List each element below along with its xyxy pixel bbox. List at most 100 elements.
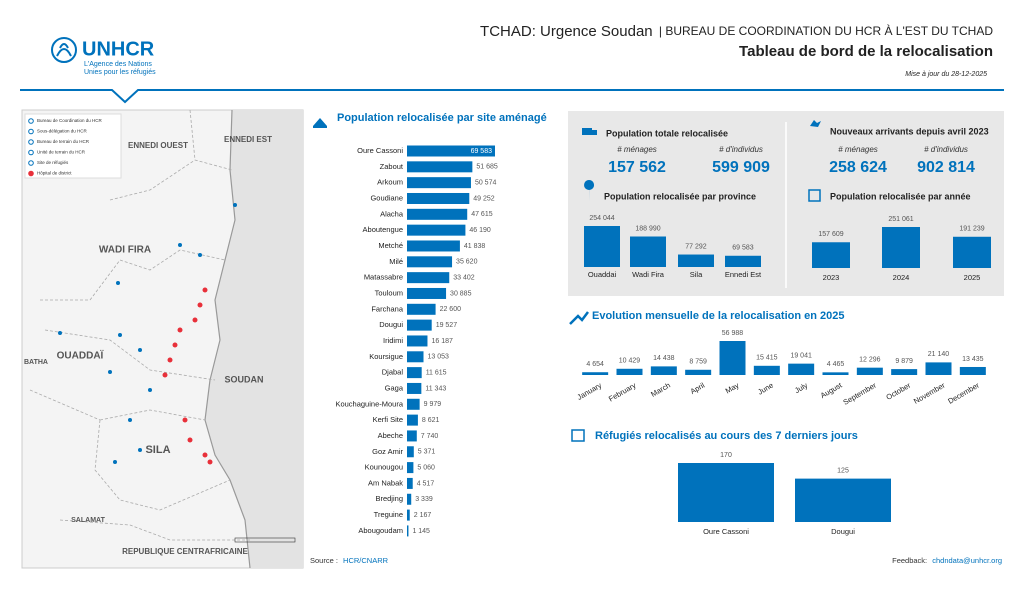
category-label: Aboutengue	[363, 225, 403, 234]
bar	[753, 365, 780, 375]
category-label: July	[793, 381, 809, 396]
category-label: June	[756, 381, 775, 397]
bar	[719, 341, 746, 375]
category-label: Arkoum	[377, 178, 403, 187]
value-label: 1 145	[412, 528, 430, 535]
category-label: 2024	[893, 273, 910, 282]
category-label: March	[649, 381, 672, 399]
value-label: 56 988	[722, 330, 744, 337]
category-label: December	[946, 380, 981, 405]
bar	[407, 224, 466, 236]
header-rule	[20, 89, 1004, 104]
bar	[678, 254, 714, 267]
value-label: 46 190	[469, 227, 491, 234]
logo-tagline: L'Agence des Nations	[84, 61, 152, 68]
bar	[953, 236, 991, 268]
bar	[856, 367, 883, 375]
value-label: 16 187	[431, 338, 453, 345]
category-label: Ouaddai	[588, 270, 617, 279]
header-date: Mise à jour du 28-12-2025	[905, 71, 987, 78]
value-label: 77 292	[685, 243, 707, 250]
chart-title: Population relocalisée par année	[830, 191, 971, 201]
category-label: Ennedi Est	[725, 270, 762, 279]
map-region-label: REPUBLIQUE CENTRAFRICAINE	[122, 547, 248, 556]
value-label: 33 402	[453, 274, 475, 281]
icons	[313, 118, 821, 442]
category-label: Zabout	[380, 162, 404, 171]
bar	[407, 367, 422, 379]
chart-title: Population relocalisée par province	[604, 191, 756, 201]
category-label: Kouchaguine-Moura	[335, 399, 403, 408]
category-label: Bredjing	[375, 494, 403, 503]
value-label: 157 609	[818, 231, 843, 238]
value-label: 5 060	[417, 464, 435, 471]
value-label: 50 574	[475, 180, 497, 187]
chart-title: Population relocalisée par site aménagé	[337, 112, 547, 124]
value-label: 191 239	[959, 226, 984, 233]
category-label: Abeche	[378, 431, 403, 440]
value-label: 69 583	[732, 245, 754, 252]
bar	[407, 287, 447, 299]
category-label: Oure Cassoni	[357, 146, 403, 155]
map-legend-icon	[28, 128, 34, 135]
category-label: Kerfi Site	[373, 415, 403, 424]
value-label: 47 615	[471, 211, 493, 218]
category-label: Oure Cassoni	[703, 527, 749, 536]
value-label: 4 654	[586, 361, 604, 368]
category-label: August	[819, 380, 845, 400]
bar	[650, 366, 677, 375]
bar	[812, 242, 850, 268]
bar	[407, 509, 410, 521]
category-label: September	[842, 380, 879, 406]
bar	[407, 525, 409, 537]
header-title-main: TCHAD: Urgence Soudan	[480, 23, 653, 40]
footer-feedback-value[interactable]: chdndata@unhcr.org	[932, 556, 1002, 565]
category-label: 2023	[823, 273, 840, 282]
category-label: Abougoudam	[358, 526, 403, 535]
category-label: 2025	[964, 273, 981, 282]
map-region-label: ENNEDI OUEST	[128, 141, 188, 150]
bar	[407, 462, 414, 474]
bar	[407, 430, 417, 442]
map-legend-icon	[28, 160, 34, 166]
map-legend-icon	[28, 170, 34, 177]
map-legend-label: Unité de terrain du HCR	[37, 150, 86, 155]
kpi-value: 599 909	[712, 159, 770, 176]
category-label: Treguine	[374, 510, 403, 519]
category-label: May	[724, 381, 741, 396]
bar	[407, 161, 473, 173]
map-legend-label: Bureau de terrain du HCR	[37, 139, 90, 144]
map-region-label: ENNEDI EST	[224, 135, 272, 144]
value-label: 11 343	[425, 385, 446, 392]
value-label: 69 583	[471, 148, 493, 155]
value-label: 35 620	[456, 259, 478, 266]
value-label: 49 252	[473, 195, 495, 202]
map-region-label: SOUDAN	[224, 374, 263, 384]
bar	[407, 477, 413, 489]
value-label: 13 435	[962, 356, 984, 363]
bar	[407, 493, 412, 505]
value-label: 21 140	[928, 351, 950, 358]
value-label: 8 759	[689, 359, 707, 366]
bar	[407, 145, 495, 157]
value-label: 14 438	[653, 355, 675, 362]
category-label: Goudiane	[370, 193, 403, 202]
bar	[959, 366, 986, 375]
value-label: 12 296	[859, 357, 881, 364]
value-label: 7 740	[421, 433, 439, 440]
bar	[407, 382, 422, 394]
map-region-label: WADI FIRA	[99, 245, 151, 256]
bar	[407, 414, 418, 426]
header-office: | BUREAU DE COORDINATION DU HCR À L'EST …	[659, 23, 993, 38]
value-label: 125	[837, 467, 849, 474]
map-legend-icon	[28, 118, 34, 124]
bar	[407, 446, 414, 458]
category-label: Touloum	[375, 288, 403, 297]
chart-title: Réfugiés relocalisés au cours des 7 dern…	[595, 430, 858, 442]
value-label: 41 838	[464, 243, 486, 250]
map	[21, 109, 304, 569]
category-label: Goz Amir	[372, 447, 403, 456]
map-legend-label: Site de réfugiés	[37, 160, 69, 165]
value-label: 5 371	[418, 449, 436, 456]
bar	[616, 368, 643, 375]
